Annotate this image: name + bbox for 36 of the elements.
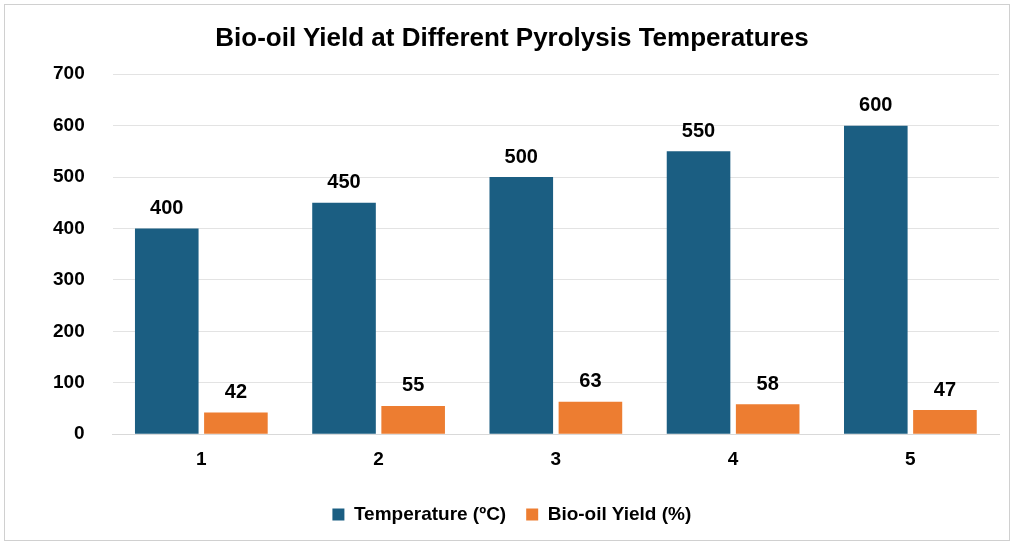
data-label: 42 bbox=[224, 380, 248, 403]
x-tick-label: 3 bbox=[550, 447, 562, 469]
data-label: 47 bbox=[933, 377, 957, 400]
y-tick-label: 700 bbox=[53, 62, 85, 84]
bar bbox=[204, 412, 268, 434]
bar bbox=[844, 125, 908, 434]
bar bbox=[381, 405, 445, 434]
y-tick-label: 400 bbox=[53, 216, 85, 238]
y-tick-label: 200 bbox=[53, 319, 85, 341]
bar bbox=[312, 202, 376, 434]
x-tick-label: 2 bbox=[373, 447, 384, 469]
y-tick-label: 0 bbox=[74, 422, 85, 444]
data-label: 63 bbox=[579, 369, 602, 392]
data-label: 58 bbox=[756, 371, 779, 394]
chart-title: Bio-oil Yield at Different Pyrolysis Temperatures bbox=[215, 21, 809, 52]
bar bbox=[913, 410, 977, 434]
y-tick-label: 100 bbox=[53, 371, 85, 393]
x-tick-label: 4 bbox=[727, 447, 739, 469]
data-label: 450 bbox=[327, 170, 361, 193]
bar bbox=[134, 228, 199, 434]
data-label: 400 bbox=[150, 196, 184, 218]
bar bbox=[735, 404, 800, 434]
bar bbox=[489, 177, 554, 434]
legend-label: Bio-oil Yield (%) bbox=[547, 502, 692, 524]
x-tick-label: 1 bbox=[196, 447, 208, 469]
data-label: 500 bbox=[504, 144, 538, 167]
bar bbox=[558, 401, 623, 434]
x-tick-label: 5 bbox=[905, 447, 917, 469]
legend-label: Temperature (ºC) bbox=[353, 502, 507, 524]
y-tick-label: 300 bbox=[53, 268, 85, 290]
data-label: 550 bbox=[681, 118, 716, 141]
data-label: 600 bbox=[859, 93, 893, 116]
data-label: 55 bbox=[402, 373, 425, 396]
bar bbox=[666, 151, 731, 434]
y-tick-label: 600 bbox=[53, 113, 85, 135]
y-tick-label: 500 bbox=[53, 165, 85, 187]
